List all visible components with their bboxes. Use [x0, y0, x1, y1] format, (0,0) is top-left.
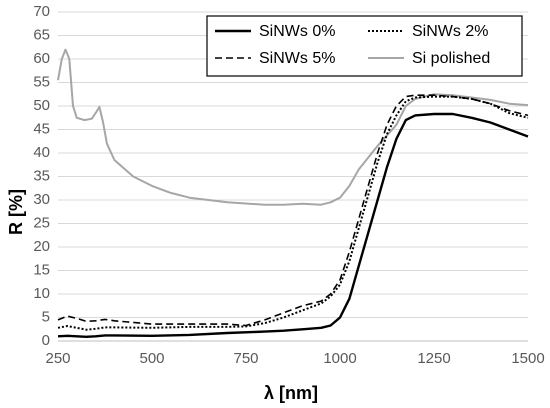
- y-tick-label: 0: [42, 332, 50, 349]
- legend-label: SiNWs 5%: [259, 50, 335, 67]
- x-tick-label: 750: [233, 350, 258, 367]
- y-tick-label: 55: [33, 73, 50, 90]
- y-tick-label: 10: [33, 285, 50, 302]
- y-tick-label: 5: [42, 308, 50, 325]
- y-tick-label: 70: [33, 3, 50, 20]
- y-tick-label: 50: [33, 97, 50, 114]
- x-tick-label: 1000: [323, 350, 356, 367]
- y-tick-labels: 0 5 10 15 20 25 30 35 40 45 50 55 60 65 70: [33, 3, 50, 349]
- y-tick-label: 30: [33, 191, 50, 208]
- legend: SiNWs 0% SiNWs 2% SiNWs 5% Si polished: [206, 15, 523, 77]
- y-tick-label: 45: [33, 120, 50, 137]
- y-tick-label: 35: [33, 167, 50, 184]
- x-tick-label: 500: [139, 350, 164, 367]
- y-tick-label: 40: [33, 144, 50, 161]
- y-tick-label: 60: [33, 50, 50, 67]
- x-tick-label: 1250: [417, 350, 450, 367]
- x-tick-label: 1500: [511, 350, 544, 367]
- legend-label: SiNWs 2%: [412, 23, 488, 40]
- legend-box: [206, 15, 523, 77]
- series-line-sinws-5: [57, 94, 529, 327]
- x-tick-label: 250: [45, 350, 70, 367]
- series-line-sinws-2: [57, 95, 529, 331]
- legend-label: Si polished: [412, 50, 490, 67]
- y-tick-label: 15: [33, 261, 50, 278]
- x-axis-title: λ [nm]: [264, 383, 318, 403]
- legend-label: SiNWs 0%: [259, 23, 335, 40]
- series-line-sinws-0: [57, 112, 529, 338]
- y-tick-label: 25: [33, 214, 50, 231]
- x-tick-labels: 250 500 750 1000 1250 1500: [45, 350, 544, 367]
- y-tick-label: 65: [33, 26, 50, 43]
- series-line-si-polished: [57, 48, 529, 206]
- y-tick-label: 20: [33, 238, 50, 255]
- series-lines: [57, 48, 529, 338]
- y-axis-title: R [%]: [6, 189, 26, 235]
